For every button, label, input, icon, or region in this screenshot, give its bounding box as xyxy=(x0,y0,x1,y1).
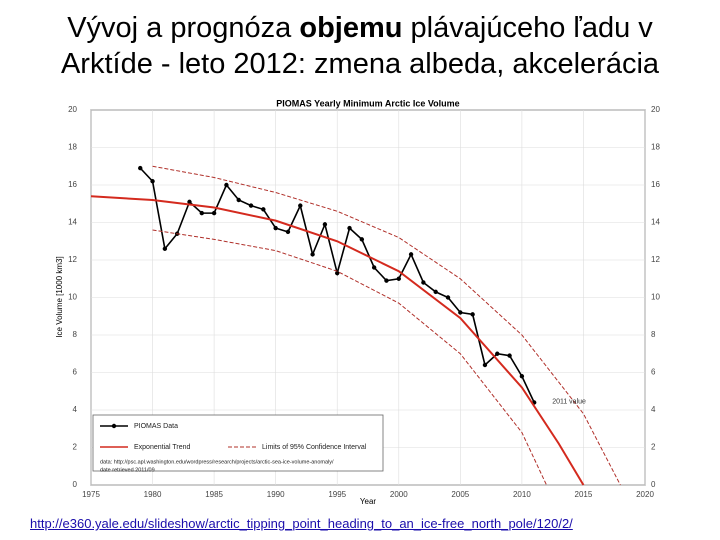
y-axis-label: Ice Volume [1000 km3] xyxy=(55,256,64,337)
data-point xyxy=(248,203,254,208)
data-point xyxy=(162,246,168,251)
x-axis-label: Year xyxy=(360,497,377,506)
data-point xyxy=(495,351,500,356)
annotation: 2011 value xyxy=(552,398,586,405)
legend-label: PIOMAS Data xyxy=(134,423,178,430)
data-point xyxy=(273,225,278,231)
series-line xyxy=(152,165,621,486)
data-point xyxy=(433,289,438,295)
y-tick-label: 2 xyxy=(73,443,78,452)
source-link[interactable]: http://e360.yale.edu/slideshow/arctic_ti… xyxy=(30,516,573,531)
data-point xyxy=(285,229,291,235)
data-point xyxy=(408,252,414,257)
x-tick-label: 2000 xyxy=(390,490,408,499)
series-line xyxy=(90,195,585,486)
y2-tick-label: 8 xyxy=(651,330,656,339)
x-tick-label: 2020 xyxy=(636,490,654,499)
legend-marker xyxy=(111,423,117,429)
data-point xyxy=(199,210,204,216)
series-line xyxy=(152,229,547,486)
chart-title: PIOMAS Yearly Minimum Arctic Ice Volume xyxy=(276,98,459,108)
data-point xyxy=(224,182,229,188)
y-tick-label: 20 xyxy=(68,105,77,114)
y-tick-label: 12 xyxy=(68,255,77,264)
data-point xyxy=(138,165,143,171)
legend-label: Limits of 95% Confidence Interval xyxy=(262,444,367,451)
y2-tick-label: 14 xyxy=(651,218,660,227)
data-point xyxy=(322,222,328,227)
data-point xyxy=(396,276,401,281)
data-point xyxy=(482,362,488,368)
y2-tick-label: 20 xyxy=(651,105,660,114)
y2-tick-label: 4 xyxy=(651,405,656,414)
x-tick-label: 1990 xyxy=(267,490,285,499)
x-tick-label: 2005 xyxy=(451,490,469,499)
x-tick-label: 2010 xyxy=(513,490,531,499)
title-part: Vývoj a prognóza xyxy=(67,12,300,44)
source-note: data: http://psc.apl.washington.edu/word… xyxy=(100,459,334,465)
data-point xyxy=(371,265,377,270)
y-tick-label: 18 xyxy=(68,143,77,152)
data-point xyxy=(384,278,389,283)
y2-tick-label: 10 xyxy=(651,293,660,302)
title-part: plávajúceho ľadu v xyxy=(402,12,653,44)
data-point xyxy=(347,225,352,231)
data-point xyxy=(470,312,475,317)
y-tick-label: 14 xyxy=(68,218,77,227)
data-point xyxy=(310,252,315,257)
y-tick-label: 6 xyxy=(73,368,78,377)
x-tick-label: 1975 xyxy=(82,490,100,499)
x-tick-label: 1980 xyxy=(144,490,162,499)
data-point xyxy=(507,353,512,358)
data-point xyxy=(335,270,340,276)
data-point xyxy=(458,310,463,315)
y2-tick-label: 18 xyxy=(651,143,660,152)
slide-title: Vývoj a prognóza objemu plávajúceho ľadu… xyxy=(0,10,720,82)
y-tick-label: 16 xyxy=(68,180,77,189)
title-line: Arktíde - leto 2012: zmena albeda, akcel… xyxy=(60,48,660,80)
data-point xyxy=(211,210,217,216)
legend-box xyxy=(92,414,384,472)
x-tick-label: 1995 xyxy=(328,490,346,499)
y2-tick-label: 6 xyxy=(651,368,656,377)
data-point xyxy=(187,199,192,205)
data-point xyxy=(150,179,155,184)
data-point xyxy=(298,203,303,208)
y-tick-label: 10 xyxy=(68,293,77,302)
x-tick-label: 1985 xyxy=(205,490,223,499)
data-point xyxy=(261,207,266,212)
data-point xyxy=(359,237,365,242)
data-point xyxy=(445,295,451,300)
data-point xyxy=(519,374,525,379)
data-point xyxy=(421,280,426,285)
y-tick-label: 4 xyxy=(73,405,78,414)
y2-tick-label: 16 xyxy=(651,180,660,189)
title-bold: objemu xyxy=(299,12,403,44)
y2-tick-label: 0 xyxy=(651,480,656,489)
x-tick-label: 2015 xyxy=(575,490,593,499)
y-tick-label: 8 xyxy=(73,330,78,339)
y-tick-label: 0 xyxy=(73,480,78,489)
legend-label: Exponential Trend xyxy=(134,444,191,451)
y2-tick-label: 2 xyxy=(651,443,656,452)
source-note: date retrieved 2011/09 xyxy=(100,467,155,473)
y2-tick-label: 12 xyxy=(651,255,660,264)
data-point xyxy=(236,197,241,203)
